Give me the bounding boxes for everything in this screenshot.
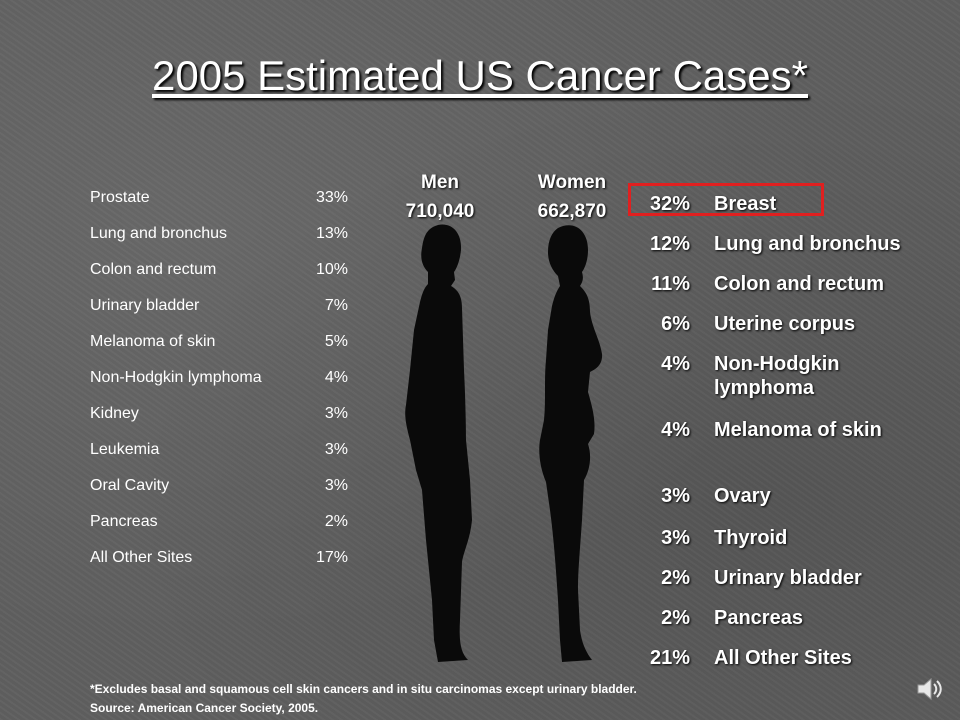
women-total: 662,870 (537, 201, 607, 222)
women-row-label: Uterine corpus (714, 313, 856, 335)
speaker-icon[interactable] (914, 674, 944, 704)
women-row-label: Melanoma of skin (714, 419, 882, 441)
women-row-pct: 3% (661, 485, 690, 507)
female-silhouette (539, 225, 603, 662)
breast-highlight-box (628, 183, 824, 216)
men-heading-label: Men (421, 172, 459, 193)
women-row-label: Breast (714, 193, 777, 215)
women-row-pct: 11% (651, 273, 690, 295)
men-row-label: Prostate (90, 189, 150, 206)
footnote-source: Source: American Cancer Society, 2005. (90, 701, 319, 715)
men-total: 710,040 (405, 201, 475, 222)
women-row-pct: 21% (649, 647, 690, 669)
men-row-label: Lung and bronchus (90, 225, 227, 242)
men-row: Urinary bladder 7% (90, 296, 352, 315)
men-row-pct: 7% (324, 297, 348, 314)
male-silhouette (405, 224, 472, 663)
men-row-pct: 10% (315, 261, 348, 278)
women-row-pct: 2% (661, 567, 690, 589)
women-row-label: Lung and bronchus (714, 233, 901, 255)
men-row: Melanoma of skin 5% (90, 332, 352, 351)
women-row-pct: 32% (649, 193, 690, 215)
men-row: Leukemia 3% (90, 440, 352, 459)
men-row-label: Melanoma of skin (90, 333, 216, 350)
men-row-pct: 3% (324, 477, 348, 494)
men-row-pct: 3% (324, 405, 348, 422)
slide-title: 2005 Estimated US Cancer Cases* (152, 52, 808, 99)
women-row-pct: 6% (661, 313, 690, 335)
men-row-pct: 3% (324, 441, 348, 458)
men-row-pct: 33% (315, 189, 348, 206)
men-heading: Men 710,040 (382, 168, 498, 226)
men-row-pct: 4% (324, 369, 348, 386)
women-heading-label: Women (537, 172, 607, 193)
men-row-pct: 5% (324, 333, 348, 350)
women-row-label: Urinary bladder (714, 567, 862, 589)
women-row-label: Pancreas (714, 607, 803, 629)
women-row-pct: 4% (661, 353, 690, 375)
women-row-label: Ovary (714, 485, 771, 507)
men-row-label: Pancreas (90, 513, 158, 530)
footnote-exclusion: *Excludes basal and squamous cell skin c… (90, 682, 637, 696)
men-row-pct: 17% (315, 549, 348, 566)
women-heading: Women 662,870 (512, 168, 632, 226)
men-row: Prostate 33% (90, 188, 352, 207)
men-row: Non-Hodgkin lymphoma 4% (90, 368, 352, 387)
women-row-label: Non-Hodgkin lymphoma (714, 353, 840, 399)
women-row-label: Colon and rectum (714, 273, 885, 295)
men-row: Lung and bronchus 13% (90, 224, 352, 243)
men-row-label: Colon and rectum (90, 261, 217, 278)
men-row-label: Urinary bladder (90, 297, 200, 314)
women-row-pct: 3% (661, 527, 690, 549)
women-row-pct: 2% (661, 607, 690, 629)
men-row-pct: 2% (324, 513, 348, 530)
footnote: *Excludes basal and squamous cell skin c… (90, 680, 637, 718)
men-row-pct: 13% (315, 225, 348, 242)
men-row-label: Oral Cavity (90, 477, 170, 494)
men-row: All Other Sites 17% (90, 548, 352, 567)
women-row-pct: 4% (661, 419, 690, 441)
men-cancer-list: Prostate 33% Lung and bronchus 13% Colon a… (90, 188, 352, 584)
men-row: Pancreas 2% (90, 512, 352, 531)
women-row-label: All Other Sites (714, 647, 852, 669)
women-row-label: Thyroid (714, 527, 788, 549)
men-row: Colon and rectum 10% (90, 260, 352, 279)
men-row: Oral Cavity 3% (90, 476, 352, 495)
men-row-label: Kidney (90, 405, 139, 422)
men-row-label: Non-Hodgkin lymphoma (90, 369, 262, 386)
women-row-pct: 12% (649, 233, 690, 255)
men-row: Kidney 3% (90, 404, 352, 423)
men-row-label: Leukemia (90, 441, 160, 458)
men-row-label: All Other Sites (90, 549, 193, 566)
